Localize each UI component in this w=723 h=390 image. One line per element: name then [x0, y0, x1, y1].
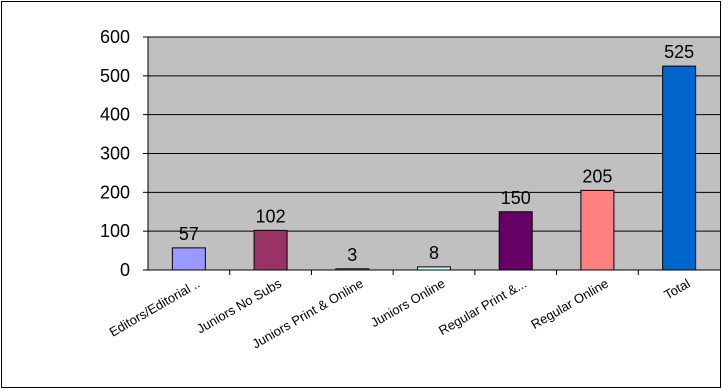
data-label: 3 [347, 245, 357, 265]
category-label: Regular Online [528, 276, 611, 332]
y-tick-label: 500 [100, 66, 130, 86]
y-tick-label: 0 [120, 260, 130, 280]
bar [335, 268, 370, 271]
data-label: 525 [664, 42, 694, 62]
y-tick-label: 100 [100, 221, 130, 241]
y-tick-label: 200 [100, 182, 130, 202]
category-label: Juniors Online [368, 276, 447, 331]
data-label: 57 [179, 224, 199, 244]
data-label: 150 [501, 188, 531, 208]
bar [580, 189, 615, 271]
y-tick-label: 300 [100, 144, 130, 164]
category-label: Regular Print &... [436, 276, 529, 338]
bar [498, 211, 533, 271]
y-tick-label: 400 [100, 105, 130, 125]
category-label: Editors/Editorial .. [107, 276, 203, 340]
data-label: 102 [256, 206, 286, 226]
y-tick-label: 600 [100, 27, 130, 47]
bar [417, 266, 451, 271]
bar [662, 65, 697, 271]
bar [171, 247, 206, 271]
data-label: 205 [582, 166, 612, 186]
bar [253, 229, 288, 271]
category-label: Total [661, 276, 692, 303]
data-label: 8 [429, 243, 439, 263]
